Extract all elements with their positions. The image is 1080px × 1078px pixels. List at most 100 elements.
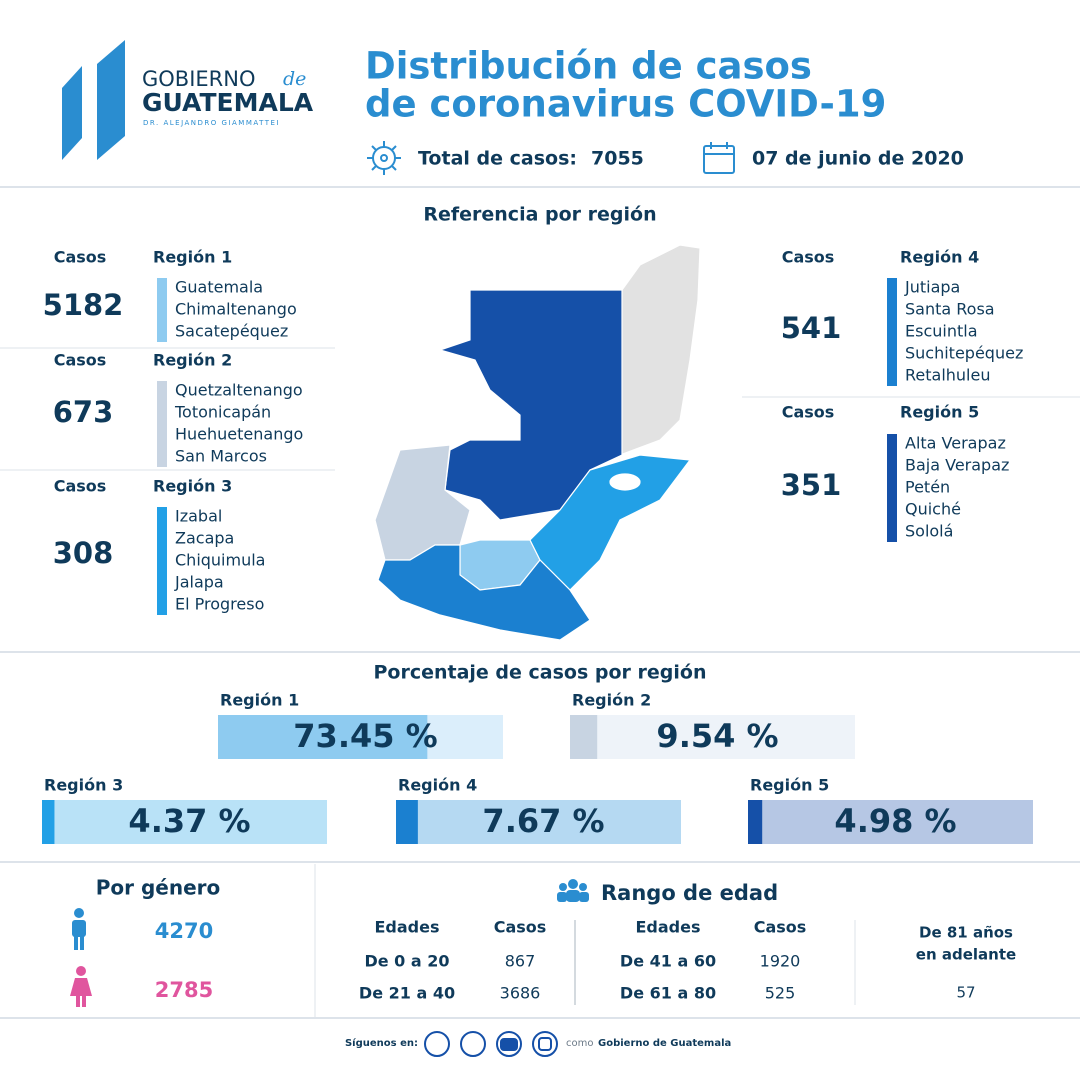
region-name: Región 5	[900, 403, 979, 422]
age-oldest-cases: 57	[956, 984, 975, 1002]
age-header: Edades	[635, 918, 700, 937]
bar-label: 9.54 %	[656, 717, 778, 755]
female-icon	[70, 966, 92, 1007]
department: Chimaltenango	[175, 300, 297, 319]
bar-label: 4.37 %	[128, 802, 250, 840]
cases-label: Casos	[54, 351, 107, 370]
bar-label: 73.45 %	[293, 717, 437, 755]
male-icon	[72, 908, 86, 950]
region-color-bar	[157, 507, 167, 615]
total-label: Total de casos:	[418, 148, 577, 170]
bar-fill	[218, 715, 428, 759]
age-title: Rango de edad	[601, 881, 778, 905]
bar-label: 4.98 %	[834, 802, 956, 840]
region-color-bar	[887, 278, 897, 386]
department: El Progreso	[175, 595, 264, 614]
age-cases: 867	[505, 952, 536, 971]
bar-track	[396, 800, 681, 844]
region-cases: 541	[781, 311, 842, 345]
cases-label: Casos	[782, 403, 835, 422]
department: Sololá	[905, 522, 953, 541]
region-cases: 308	[53, 536, 114, 570]
age-range: De 0 a 20	[364, 952, 449, 971]
footer-follow: Síguenos en:	[345, 1037, 418, 1049]
age-header: Casos	[754, 918, 807, 937]
age-cases: 1920	[760, 952, 801, 971]
department: Baja Verapaz	[905, 456, 1009, 475]
department: Alta Verapaz	[905, 434, 1006, 453]
region-color-bar	[157, 278, 167, 342]
age-header: Edades	[374, 918, 439, 937]
bar-track	[42, 800, 327, 844]
cases-label: Casos	[54, 248, 107, 267]
region-cases: 673	[53, 395, 114, 429]
male-cases: 4270	[155, 919, 213, 943]
cases-label: Casos	[54, 477, 107, 496]
department: Jalapa	[174, 573, 224, 592]
gender-title: Por género	[96, 876, 221, 900]
map	[374, 244, 701, 641]
bar-region-name: Región 1	[220, 691, 299, 710]
age-oldest-label: en adelante	[916, 946, 1016, 964]
region-name: Región 4	[900, 248, 979, 267]
cases-label: Casos	[782, 248, 835, 267]
logo-bar	[97, 40, 125, 160]
department: Chiquimula	[175, 551, 265, 570]
region-cases: 5182	[43, 288, 124, 322]
department: San Marcos	[175, 447, 267, 466]
department: Guatemala	[175, 278, 263, 297]
logo-de: de	[283, 68, 306, 90]
age-range: De 41 a 60	[620, 952, 716, 971]
department: Retalhuleu	[905, 366, 990, 385]
department: Santa Rosa	[905, 300, 995, 319]
bar-region-name: Región 5	[750, 776, 829, 795]
bar-region-name: Región 3	[44, 776, 123, 795]
department: Quetzaltenango	[175, 381, 303, 400]
section-title: Porcentaje de casos por región	[373, 662, 706, 684]
section-title: Referencia por región	[423, 204, 656, 226]
people-icon	[557, 879, 589, 902]
region-name: Región 2	[153, 351, 232, 370]
region-name: Región 1	[153, 248, 232, 267]
age-cases: 3686	[500, 984, 541, 1003]
date: 07 de junio de 2020	[752, 148, 964, 170]
footer-account: Gobierno de Guatemala	[598, 1038, 731, 1049]
department: Sacatepéquez	[175, 322, 288, 341]
bar-region-name: Región 2	[572, 691, 651, 710]
region-name: Región 3	[153, 477, 232, 496]
age-range: De 21 a 40	[359, 984, 455, 1003]
bar-region-name: Región 4	[398, 776, 477, 795]
total-value: 7055	[591, 148, 644, 170]
bar-track	[748, 800, 1033, 844]
age-oldest-label: De 81 años	[919, 924, 1013, 942]
virus-icon	[367, 141, 401, 175]
department: Izabal	[175, 507, 222, 526]
region-color-bar	[887, 434, 897, 542]
title: Distribución de casos	[365, 45, 812, 88]
age-header: Casos	[494, 918, 547, 937]
social-icons	[424, 1031, 558, 1057]
calendar-icon	[703, 142, 735, 174]
bar-fill	[748, 800, 763, 844]
department: Zacapa	[175, 529, 234, 548]
department: Petén	[905, 478, 950, 497]
department: Quiché	[905, 500, 961, 519]
footer-como: como	[566, 1038, 593, 1049]
bar-fill	[42, 800, 55, 844]
age-range: De 61 a 80	[620, 984, 716, 1003]
title: de coronavirus COVID-19	[365, 83, 886, 126]
bar-label: 7.67 %	[482, 802, 604, 840]
bar-track	[570, 715, 855, 759]
logo-subtitle: DR. ALEJANDRO GIAMMATTEI	[143, 119, 280, 127]
logo-bar	[62, 66, 82, 160]
age-cases: 525	[765, 984, 796, 1003]
department: Huehuetenango	[175, 425, 303, 444]
department: Suchitepéquez	[905, 344, 1023, 363]
female-cases: 2785	[155, 978, 213, 1002]
logo-line2: GUATEMALA	[142, 88, 314, 117]
bar-fill	[396, 800, 418, 844]
bar-fill	[570, 715, 598, 759]
department: Totonicapán	[174, 403, 271, 422]
logo-line1: GOBIERNO	[142, 67, 256, 91]
